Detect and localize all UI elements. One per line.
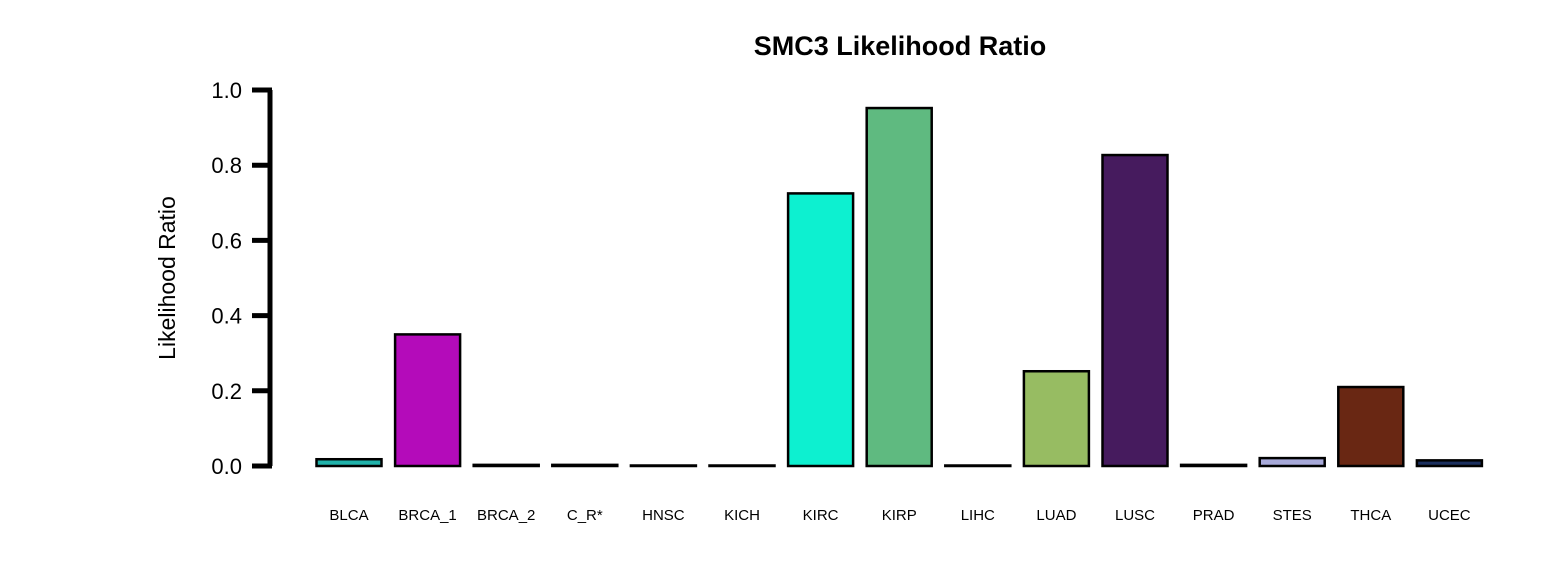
y-tick-label: 0.6 [211,228,242,253]
x-tick-label: LIHC [961,507,995,524]
bar-hnsc [629,464,698,468]
x-tick-label: KICH [724,507,760,524]
bar-prad [1179,463,1248,468]
x-tick-label: STES [1273,507,1312,524]
x-tick-label: THCA [1350,507,1391,524]
x-tick-label: LUAD [1036,507,1076,524]
y-tick-label: 0.0 [211,454,242,479]
bar-thca [1337,385,1405,468]
x-tick-label: BLCA [329,507,368,524]
y-axis: 0.0 0.2 0.4 0.6 0.8 1.0 [211,78,273,479]
x-tick-label: KIRC [803,507,839,524]
bar-stes [1258,456,1326,468]
x-tick-label: PRAD [1193,507,1235,524]
bar-c-r- [551,463,619,468]
bar-lusc [1101,153,1169,468]
bar-brca-2 [472,463,540,468]
bar-kich [708,464,776,468]
x-tick-label: HNSC [642,507,685,524]
y-tick-label: 0.4 [211,304,242,329]
bars [315,106,1484,468]
y-tick-label: 1.0 [211,78,242,103]
x-tick-label: UCEC [1428,507,1471,524]
bar-blca [315,457,383,468]
bar-ucec [1415,459,1484,468]
y-axis-label: Likelihood Ratio [154,196,180,360]
y-tick-label: 0.8 [211,153,242,178]
bar-kirc [786,192,855,468]
chart-title: SMC3 Likelihood Ratio [754,31,1047,61]
x-tick-label: LUSC [1115,507,1155,524]
bar-luad [1022,369,1091,468]
y-tick-label: 0.2 [211,379,242,404]
x-tick-label: BRCA_2 [477,507,535,524]
bar-kirp [865,106,933,468]
x-tick-label: KIRP [882,507,917,524]
bar-lihc [944,464,1012,468]
x-tick-label: BRCA_1 [398,507,456,524]
bar-brca-1 [393,333,462,468]
x-tick-label: C_R* [567,507,603,524]
x-axis-labels: BLCA BRCA_1 BRCA_2 C_R* HNSC KICH KIRC KIRP LIHC… [329,507,1470,524]
